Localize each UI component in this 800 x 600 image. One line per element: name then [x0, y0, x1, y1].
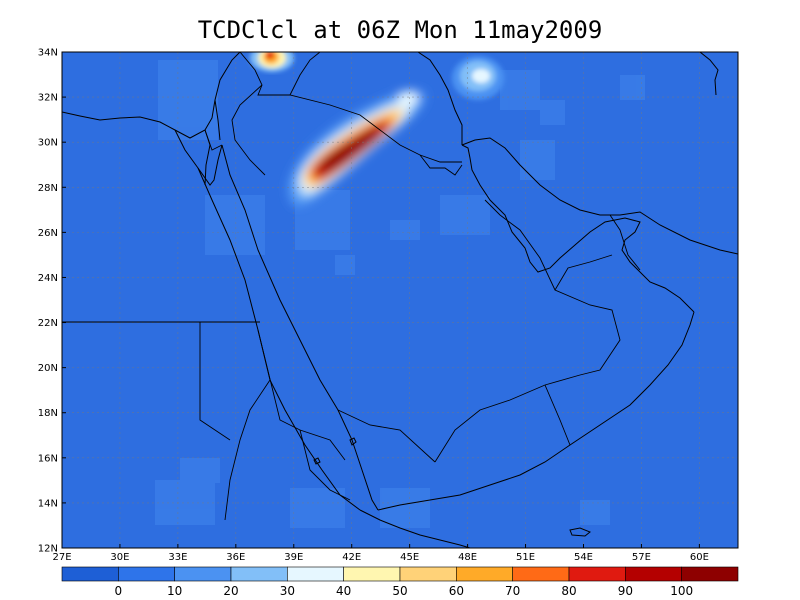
colorbar-swatch	[118, 566, 175, 582]
map-title: TCDClcl at 06Z Mon 11may2009	[197, 16, 603, 44]
colorbar-swatch	[287, 566, 344, 582]
y-axis: 12N 14N 16N 18N 20N 22N 24N 26N 28N 30N 32N 34N	[38, 48, 66, 555]
x-tick-label: 48E	[458, 552, 477, 563]
y-tick-label: 24N	[38, 273, 58, 284]
x-tick-label: 39E	[284, 552, 303, 563]
x-tick-label: 60E	[690, 552, 709, 563]
colorbar-label: 40	[336, 584, 351, 598]
colorbar-label: 20	[223, 584, 238, 598]
x-tick-label: 27E	[52, 552, 71, 563]
x-tick-label: 57E	[632, 552, 651, 563]
y-tick-label: 20N	[38, 363, 58, 374]
colorbar-label: 0	[115, 584, 123, 598]
y-tick-label: 32N	[38, 93, 58, 104]
y-tick-label: 30N	[38, 138, 58, 149]
colorbar-swatch	[343, 566, 401, 582]
y-tick-label: 22N	[38, 318, 58, 329]
x-tick-label: 33E	[168, 552, 187, 563]
x-tick-label: 30E	[110, 552, 129, 563]
colorbar-label: 10	[167, 584, 182, 598]
colorbar-label: 80	[561, 584, 576, 598]
x-tick-label: 45E	[400, 552, 419, 563]
x-tick-label: 54E	[574, 552, 593, 563]
y-tick-label: 16N	[38, 453, 58, 464]
y-tick-label: 14N	[38, 498, 58, 509]
colorbar-swatch	[399, 566, 457, 582]
y-tick-label: 12N	[38, 544, 58, 555]
coastlines	[62, 52, 738, 548]
country-borders	[62, 52, 641, 521]
colorbar-label: 30	[280, 584, 295, 598]
x-axis: 27E 30E 33E 36E 39E 42E 45E 48E 51E 54E 57E 60E	[52, 544, 709, 563]
colorbar-label: 60	[449, 584, 464, 598]
colorbar-swatch	[625, 566, 682, 582]
colorbar-swatch	[61, 566, 119, 582]
colorbar: 0 10 20 30 40 50 60 70 80 90 100	[61, 566, 739, 598]
y-tick-label: 18N	[38, 408, 58, 419]
y-tick-label: 28N	[38, 183, 58, 194]
colorbar-swatch	[456, 566, 513, 582]
y-tick-label: 26N	[38, 228, 58, 239]
cloud-cover-field	[62, 52, 738, 548]
colorbar-swatch	[681, 566, 739, 582]
colorbar-label: 100	[670, 584, 693, 598]
colorbar-swatch	[512, 566, 570, 582]
colorbar-swatch	[230, 566, 288, 582]
x-tick-label: 51E	[516, 552, 535, 563]
colorbar-label: 50	[392, 584, 407, 598]
colorbar-label: 90	[618, 584, 633, 598]
x-tick-label: 36E	[226, 552, 245, 563]
colorbar-swatch	[568, 566, 626, 582]
y-tick-label: 34N	[38, 48, 58, 59]
colorbar-swatch	[174, 566, 232, 582]
colorbar-label: 70	[505, 584, 520, 598]
x-tick-label: 42E	[342, 552, 361, 563]
plot-frame	[61, 51, 739, 549]
